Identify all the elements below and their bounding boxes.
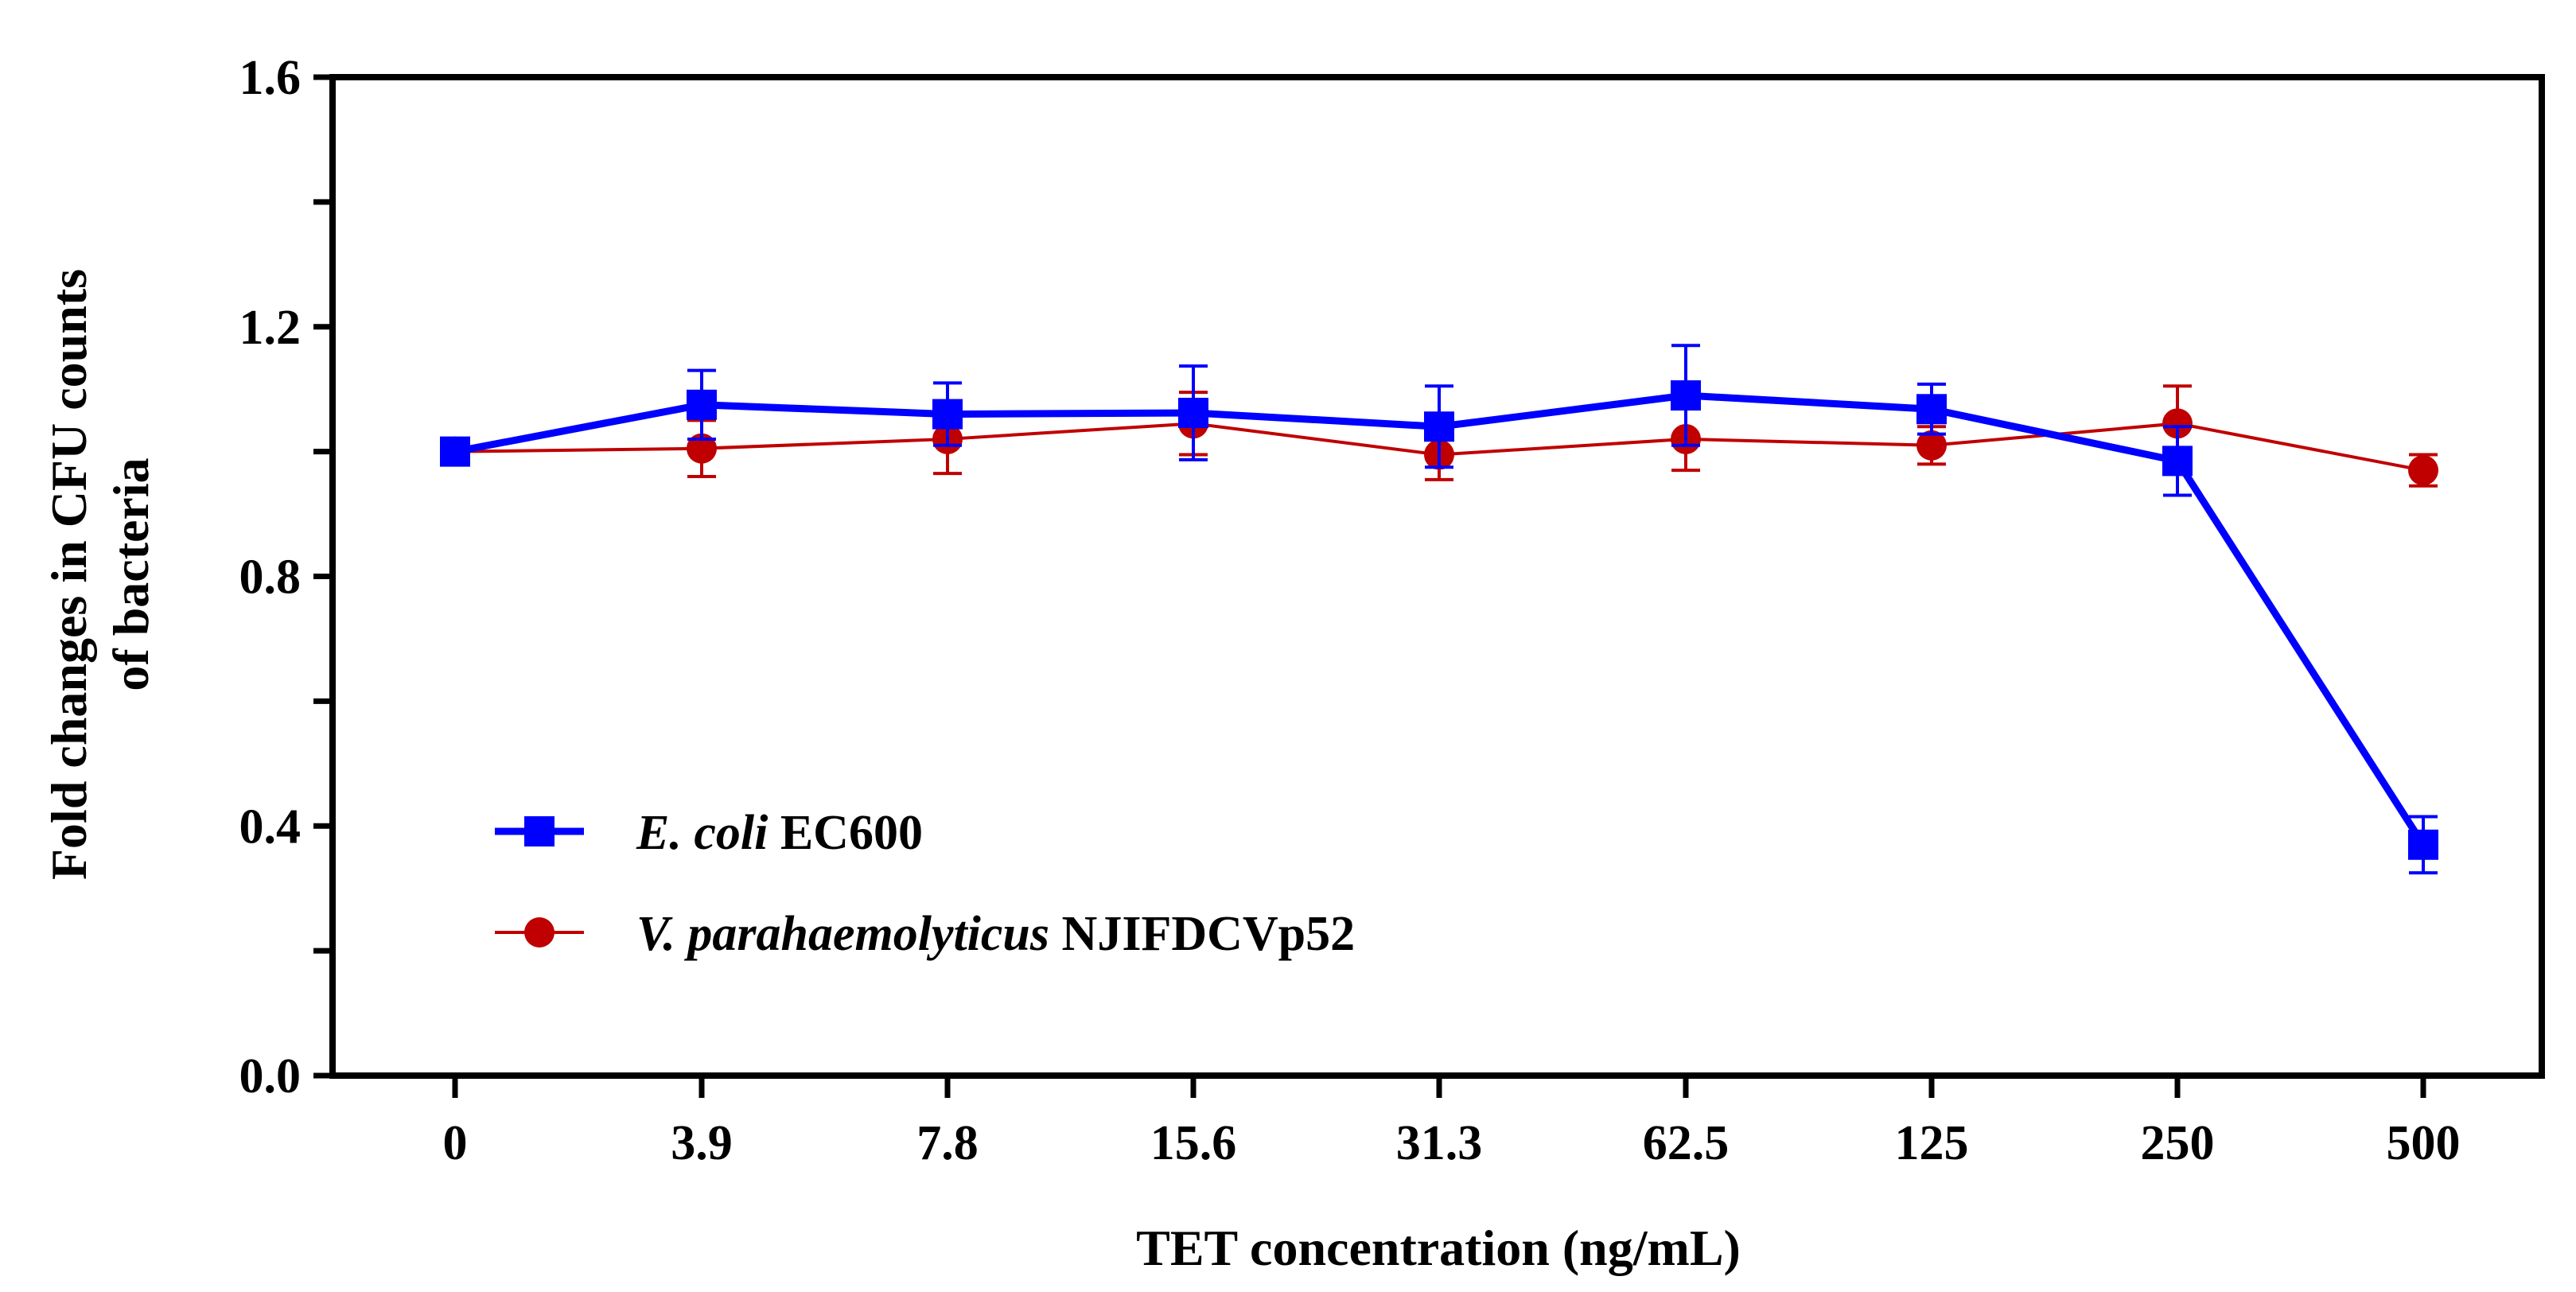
data-point-circle — [687, 433, 717, 464]
y-tick-label: 0.0 — [239, 1049, 302, 1103]
legend-label-italic: V. parahaemolyticus — [636, 907, 1049, 961]
legend-label: V. parahaemolyticus NJIFDCVp52 — [636, 907, 1355, 961]
x-tick-label: 7.8 — [916, 1116, 979, 1170]
x-axis: 0 3.9 7.8 15.6 31.3 62.5 125 250 500 — [443, 1076, 2461, 1170]
x-tick-label: 15.6 — [1150, 1116, 1237, 1170]
legend-marker-circle — [524, 917, 555, 948]
legend-marker-square — [524, 816, 555, 846]
data-point-square — [1178, 397, 1208, 428]
x-tick-label: 500 — [2387, 1116, 2461, 1170]
data-point-square — [1424, 411, 1454, 442]
legend-label: E. coli EC600 — [636, 806, 923, 860]
x-axis-title: TET concentration (ng/mL) — [1136, 1220, 1741, 1276]
y-tick-label: 0.4 — [239, 800, 302, 854]
data-point-square — [1671, 380, 1701, 411]
y-tick-label: 0.8 — [239, 551, 302, 605]
data-point-square — [2408, 829, 2438, 860]
data-point-circle — [2408, 455, 2438, 486]
legend-label-italic: E. coli — [636, 806, 768, 860]
series-0 — [440, 344, 2438, 875]
y-axis-title-line2: of bacteria — [103, 457, 159, 691]
x-tick-label: 31.3 — [1396, 1116, 1483, 1170]
x-tick-label: 62.5 — [1643, 1116, 1730, 1170]
data-point-square — [440, 436, 470, 467]
y-axis: 0.0 0.4 0.8 1.2 1.6 — [239, 51, 333, 1103]
x-tick-label: 0 — [443, 1116, 468, 1170]
legend: E. coli EC600 V. parahaemolyticus NJIFDCV… — [495, 806, 1355, 961]
y-axis-title: Fold changes in CFU counts — [41, 269, 97, 880]
data-point-square — [932, 399, 963, 430]
series-layer — [440, 344, 2438, 875]
y-tick-label: 1.2 — [239, 301, 302, 355]
data-point-square — [1916, 394, 1947, 425]
legend-label-plain: EC600 — [768, 806, 923, 860]
x-tick-label: 3.9 — [671, 1116, 733, 1170]
data-point-square — [687, 389, 717, 420]
data-point-square — [2162, 446, 2193, 477]
legend-label-plain: NJIFDCVp52 — [1049, 907, 1355, 961]
x-tick-label: 250 — [2141, 1116, 2215, 1170]
x-tick-label: 125 — [1895, 1116, 1969, 1170]
data-point-circle — [2162, 408, 2193, 439]
y-tick-label: 1.6 — [239, 51, 302, 105]
data-point-circle — [1916, 430, 1947, 461]
